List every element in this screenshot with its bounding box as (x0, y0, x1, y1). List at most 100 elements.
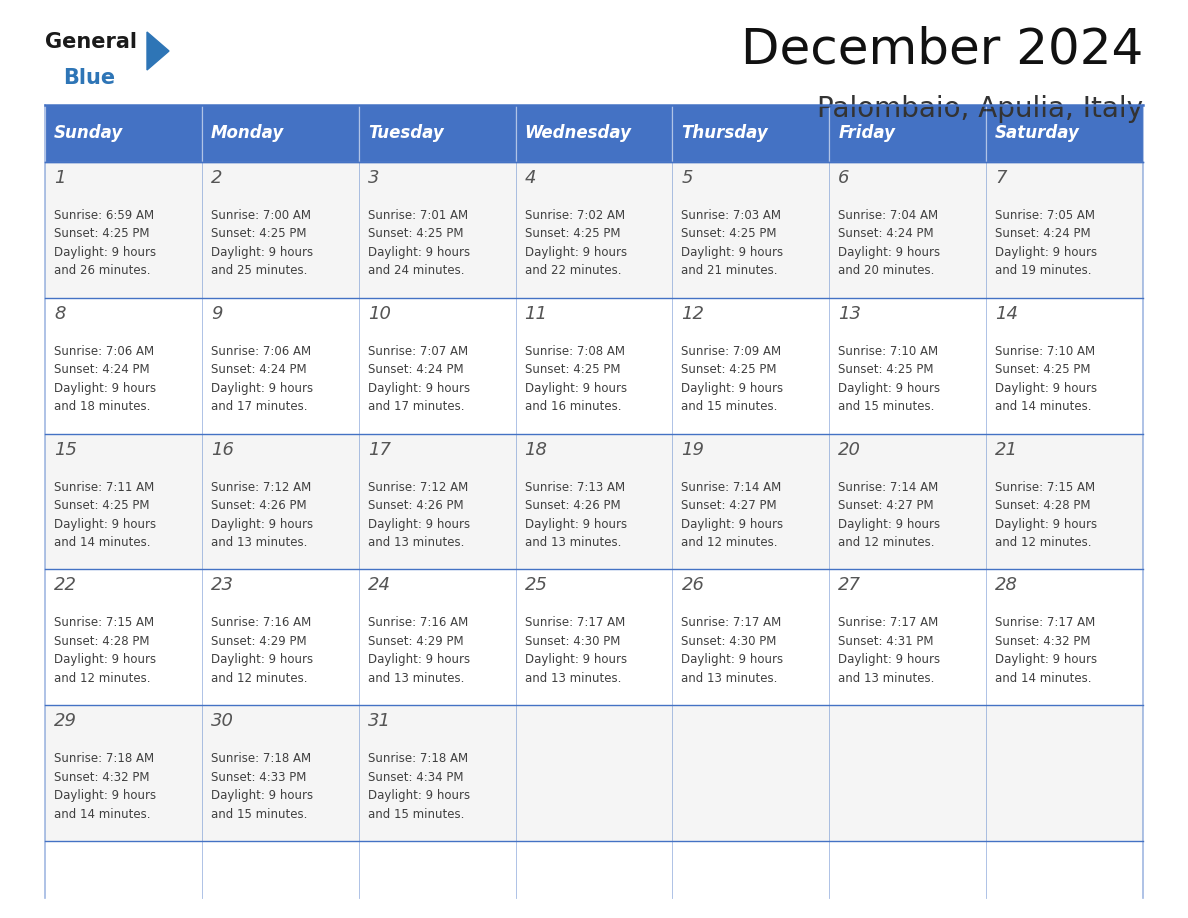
Text: Saturday: Saturday (996, 125, 1080, 142)
Text: Sunset: 4:25 PM: Sunset: 4:25 PM (525, 364, 620, 376)
Text: Daylight: 9 hours: Daylight: 9 hours (525, 382, 627, 395)
Text: Sunset: 4:26 PM: Sunset: 4:26 PM (525, 499, 620, 512)
Bar (986, 105, 1143, 162)
Text: Daylight: 9 hours: Daylight: 9 hours (996, 654, 1098, 666)
Text: and 12 minutes.: and 12 minutes. (996, 536, 1092, 549)
Text: Daylight: 9 hours: Daylight: 9 hours (368, 382, 469, 395)
Bar (516, 433, 672, 569)
Text: 16: 16 (210, 441, 234, 459)
Text: Daylight: 9 hours: Daylight: 9 hours (210, 382, 312, 395)
Text: Sunrise: 7:17 AM: Sunrise: 7:17 AM (525, 616, 625, 630)
Text: Daylight: 9 hours: Daylight: 9 hours (210, 654, 312, 666)
Bar (672, 105, 829, 162)
Bar (986, 297, 1143, 433)
Text: and 21 minutes.: and 21 minutes. (682, 264, 778, 277)
Text: Daylight: 9 hours: Daylight: 9 hours (682, 382, 784, 395)
Text: Sunset: 4:24 PM: Sunset: 4:24 PM (368, 364, 463, 376)
Text: and 15 minutes.: and 15 minutes. (682, 400, 778, 413)
Bar (516, 105, 672, 162)
Text: and 12 minutes.: and 12 minutes. (682, 536, 778, 549)
Bar (45, 297, 202, 433)
Text: Friday: Friday (839, 125, 896, 142)
Bar (202, 297, 359, 433)
Bar (45, 569, 202, 705)
Text: and 14 minutes.: and 14 minutes. (996, 400, 1092, 413)
Bar (672, 433, 829, 569)
Text: Sunrise: 7:07 AM: Sunrise: 7:07 AM (368, 345, 468, 358)
Text: and 15 minutes.: and 15 minutes. (839, 400, 935, 413)
Bar (672, 162, 829, 297)
Text: Wednesday: Wednesday (525, 125, 632, 142)
Text: Sunset: 4:25 PM: Sunset: 4:25 PM (682, 364, 777, 376)
Text: 4: 4 (525, 169, 536, 187)
Text: Sunset: 4:24 PM: Sunset: 4:24 PM (210, 364, 307, 376)
Text: Sunrise: 7:16 AM: Sunrise: 7:16 AM (210, 616, 311, 630)
Text: 14: 14 (996, 305, 1018, 323)
Text: 24: 24 (368, 577, 391, 594)
Text: Sunrise: 7:01 AM: Sunrise: 7:01 AM (368, 209, 468, 222)
Text: Sunset: 4:24 PM: Sunset: 4:24 PM (53, 364, 150, 376)
Text: 5: 5 (682, 169, 693, 187)
Bar (359, 433, 516, 569)
Text: and 12 minutes.: and 12 minutes. (210, 672, 308, 685)
Text: Sunset: 4:30 PM: Sunset: 4:30 PM (525, 635, 620, 648)
Text: and 14 minutes.: and 14 minutes. (53, 808, 151, 821)
Bar (45, 105, 202, 162)
Text: Sunset: 4:27 PM: Sunset: 4:27 PM (839, 499, 934, 512)
Text: Daylight: 9 hours: Daylight: 9 hours (368, 654, 469, 666)
Text: Sunset: 4:29 PM: Sunset: 4:29 PM (368, 635, 463, 648)
Text: Sunset: 4:26 PM: Sunset: 4:26 PM (210, 499, 307, 512)
Text: Sunrise: 7:10 AM: Sunrise: 7:10 AM (996, 345, 1095, 358)
Bar (202, 433, 359, 569)
Text: Sunset: 4:32 PM: Sunset: 4:32 PM (996, 635, 1091, 648)
Text: 9: 9 (210, 305, 222, 323)
Text: December 2024: December 2024 (741, 25, 1143, 73)
Text: 26: 26 (682, 577, 704, 594)
Text: Sunrise: 7:18 AM: Sunrise: 7:18 AM (210, 752, 311, 766)
Text: 2: 2 (210, 169, 222, 187)
Text: Daylight: 9 hours: Daylight: 9 hours (839, 382, 941, 395)
Text: 23: 23 (210, 577, 234, 594)
Text: Daylight: 9 hours: Daylight: 9 hours (53, 518, 156, 531)
Text: Sunrise: 7:14 AM: Sunrise: 7:14 AM (839, 481, 939, 494)
Text: Sunset: 4:28 PM: Sunset: 4:28 PM (53, 635, 150, 648)
Text: Daylight: 9 hours: Daylight: 9 hours (996, 518, 1098, 531)
Text: Daylight: 9 hours: Daylight: 9 hours (53, 246, 156, 259)
Text: Sunset: 4:29 PM: Sunset: 4:29 PM (210, 635, 307, 648)
Text: Sunrise: 7:14 AM: Sunrise: 7:14 AM (682, 481, 782, 494)
Text: Thursday: Thursday (682, 125, 769, 142)
Text: 25: 25 (525, 577, 548, 594)
Text: 28: 28 (996, 577, 1018, 594)
Text: Sunrise: 7:15 AM: Sunrise: 7:15 AM (996, 481, 1095, 494)
Bar (359, 569, 516, 705)
Text: and 13 minutes.: and 13 minutes. (525, 536, 621, 549)
Text: Daylight: 9 hours: Daylight: 9 hours (368, 246, 469, 259)
Text: Daylight: 9 hours: Daylight: 9 hours (682, 246, 784, 259)
Text: Sunset: 4:31 PM: Sunset: 4:31 PM (839, 635, 934, 648)
Text: and 13 minutes.: and 13 minutes. (368, 536, 465, 549)
Text: Sunset: 4:26 PM: Sunset: 4:26 PM (368, 499, 463, 512)
Text: Sunset: 4:25 PM: Sunset: 4:25 PM (525, 228, 620, 241)
Text: Daylight: 9 hours: Daylight: 9 hours (210, 789, 312, 802)
Text: Daylight: 9 hours: Daylight: 9 hours (53, 382, 156, 395)
Text: Sunrise: 7:10 AM: Sunrise: 7:10 AM (839, 345, 939, 358)
Text: 29: 29 (53, 712, 77, 730)
Bar (986, 569, 1143, 705)
Text: Sunset: 4:25 PM: Sunset: 4:25 PM (682, 228, 777, 241)
Text: and 15 minutes.: and 15 minutes. (368, 808, 465, 821)
Text: Sunrise: 7:18 AM: Sunrise: 7:18 AM (368, 752, 468, 766)
Text: Sunrise: 7:02 AM: Sunrise: 7:02 AM (525, 209, 625, 222)
Text: Sunrise: 7:06 AM: Sunrise: 7:06 AM (210, 345, 311, 358)
Bar (202, 569, 359, 705)
Text: and 18 minutes.: and 18 minutes. (53, 400, 151, 413)
Bar (45, 705, 202, 841)
Bar (202, 105, 359, 162)
Text: Sunrise: 7:08 AM: Sunrise: 7:08 AM (525, 345, 625, 358)
Bar (359, 162, 516, 297)
Text: Sunset: 4:25 PM: Sunset: 4:25 PM (53, 228, 150, 241)
Bar (516, 569, 672, 705)
Text: Sunrise: 7:15 AM: Sunrise: 7:15 AM (53, 616, 154, 630)
Text: Sunrise: 7:17 AM: Sunrise: 7:17 AM (839, 616, 939, 630)
Bar (359, 705, 516, 841)
Text: and 13 minutes.: and 13 minutes. (525, 672, 621, 685)
